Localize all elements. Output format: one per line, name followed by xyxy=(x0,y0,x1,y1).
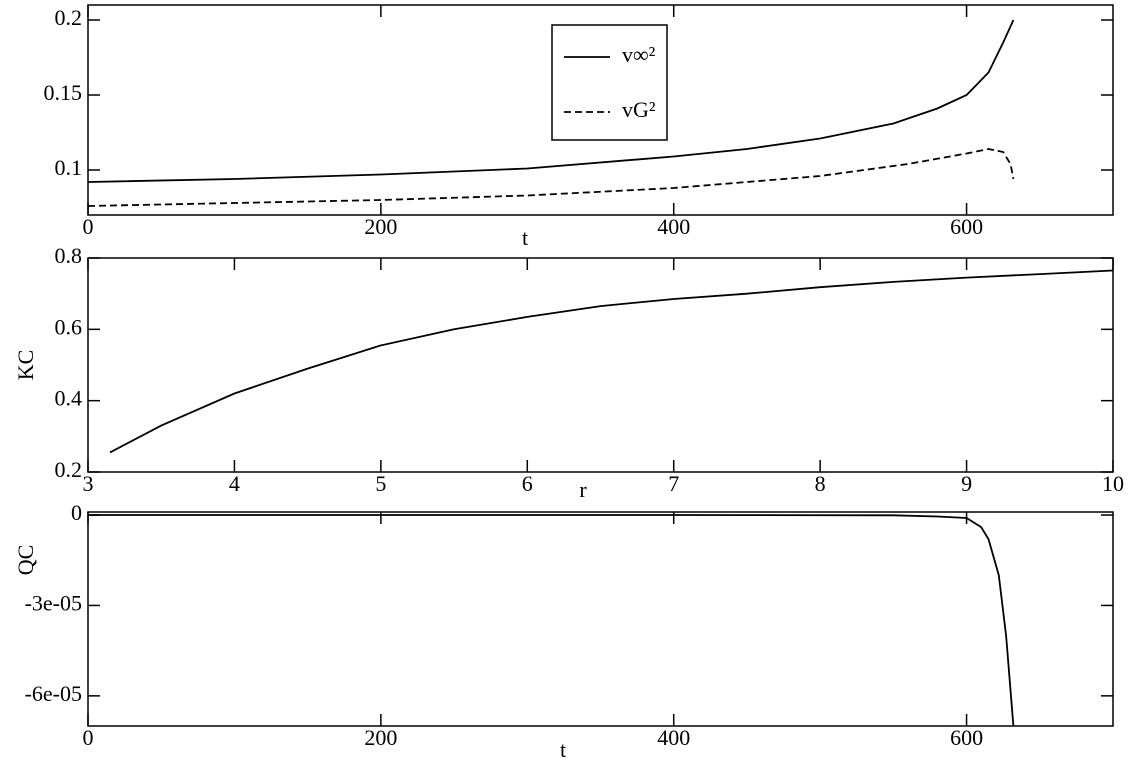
y-tick-label: 0.4 xyxy=(55,386,83,411)
y-axis-label: QC xyxy=(13,545,38,576)
x-tick-label: 7 xyxy=(668,471,679,496)
x-tick-label: 3 xyxy=(83,471,94,496)
x-axis-label: r xyxy=(579,477,587,502)
x-tick-label: 5 xyxy=(375,471,386,496)
x-tick-label: 0 xyxy=(83,214,94,239)
x-tick-label: 4 xyxy=(229,471,240,496)
plot-frame xyxy=(87,257,1114,473)
series-line xyxy=(88,514,1015,727)
x-tick-label: 200 xyxy=(364,214,397,239)
y-axis-label: KC xyxy=(13,350,38,381)
legend-label: v∞² xyxy=(622,42,656,67)
x-tick-label: 400 xyxy=(657,214,690,239)
series-line xyxy=(109,269,1114,454)
legend-label: vG² xyxy=(622,97,656,122)
plot-frame xyxy=(87,511,1114,727)
y-tick-label: 0.2 xyxy=(55,5,83,30)
x-tick-label: 600 xyxy=(950,725,983,750)
y-tick-label: -3e-05 xyxy=(25,590,82,615)
x-tick-label: 8 xyxy=(815,471,826,496)
legend-box xyxy=(551,24,668,141)
y-tick-label: 0.2 xyxy=(55,457,83,482)
x-tick-label: 10 xyxy=(1102,471,1124,496)
x-tick-label: 0 xyxy=(83,725,94,750)
x-tick-label: 600 xyxy=(950,214,983,239)
x-tick-label: 200 xyxy=(364,725,397,750)
series-line xyxy=(87,19,1015,183)
series-line xyxy=(87,148,1015,207)
x-tick-label: 9 xyxy=(961,471,972,496)
y-tick-label: -6e-05 xyxy=(25,681,82,706)
x-axis-label: t xyxy=(560,737,566,762)
y-tick-label: 0.6 xyxy=(55,314,83,339)
y-tick-label: 0.1 xyxy=(55,155,83,180)
y-tick-label: 0.15 xyxy=(44,80,83,105)
x-tick-label: 6 xyxy=(522,471,533,496)
x-axis-label: t xyxy=(522,225,528,250)
y-tick-label: 0 xyxy=(71,500,82,525)
y-tick-label: 0.8 xyxy=(55,243,83,268)
x-tick-label: 400 xyxy=(657,725,690,750)
plot-frame xyxy=(87,4,1114,216)
